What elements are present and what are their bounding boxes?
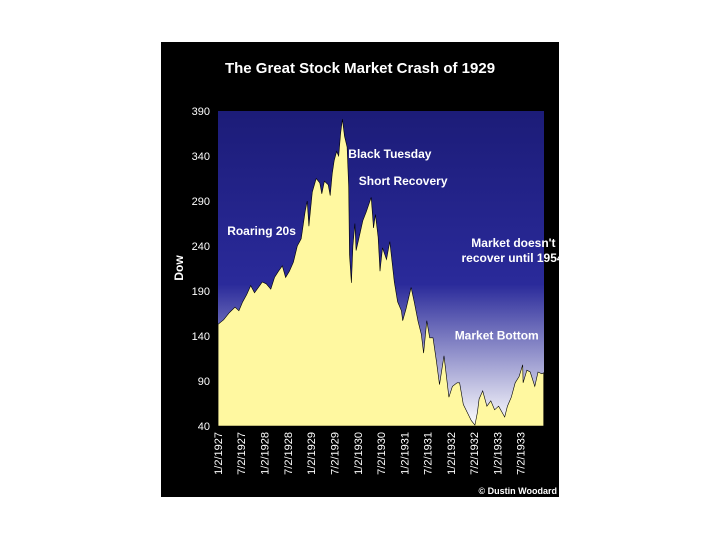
x-tick-label: 1/2/1929 bbox=[306, 432, 318, 475]
credit-text: © Dustin Woodard bbox=[479, 486, 557, 496]
x-tick-label: 1/2/1927 bbox=[213, 432, 225, 475]
x-tick-label: 7/2/1930 bbox=[376, 432, 388, 475]
x-axis-ticks: 1/2/1927 7/2/1927 1/2/1928 7/2/1928 1/2/1929… bbox=[213, 432, 528, 475]
annotation-label: Short Recovery bbox=[359, 174, 448, 188]
annotation-label: Market doesn't bbox=[471, 236, 555, 250]
annotation-label: Market Bottom bbox=[455, 329, 539, 343]
x-tick-label: 7/2/1933 bbox=[516, 432, 528, 475]
chart-title: The Great Stock Market Crash of 1929 bbox=[225, 60, 495, 77]
y-tick-label: 290 bbox=[192, 196, 210, 208]
chart-panel: The Great Stock Market Crash of 1929 40 9… bbox=[161, 42, 559, 497]
x-tick-label: 1/2/1930 bbox=[353, 432, 365, 475]
x-tick-label: 1/2/1932 bbox=[446, 432, 458, 475]
x-tick-label: 1/2/1931 bbox=[399, 432, 411, 475]
annotations: Roaring 20s Black Tuesday Short Recovery Ma… bbox=[227, 147, 559, 343]
y-tick-label: 40 bbox=[198, 421, 210, 433]
x-tick-label: 7/2/1931 bbox=[422, 432, 434, 475]
y-axis-ticks: 40 90 140 190 240 290 340 390 bbox=[192, 106, 210, 433]
x-tick-label: 7/2/1928 bbox=[283, 432, 295, 475]
x-tick-label: 1/2/1928 bbox=[260, 432, 272, 475]
y-tick-label: 390 bbox=[192, 106, 210, 118]
annotation-label: Black Tuesday bbox=[348, 147, 431, 161]
y-tick-label: 140 bbox=[192, 331, 210, 343]
x-tick-label: 7/2/1932 bbox=[469, 432, 481, 475]
y-tick-label: 240 bbox=[192, 241, 210, 253]
y-axis-label: Dow bbox=[172, 255, 186, 281]
annotation-label: Roaring 20s bbox=[227, 224, 296, 238]
y-tick-label: 90 bbox=[198, 376, 210, 388]
x-tick-label: 7/2/1929 bbox=[329, 432, 341, 475]
chart-svg: The Great Stock Market Crash of 1929 40 9… bbox=[172, 60, 559, 496]
dow-area bbox=[217, 119, 544, 427]
x-tick-label: 1/2/1933 bbox=[493, 432, 505, 475]
y-tick-label: 340 bbox=[192, 151, 210, 163]
y-tick-label: 190 bbox=[192, 286, 210, 298]
annotation-label: recover until 1954 bbox=[462, 251, 560, 265]
x-tick-label: 7/2/1927 bbox=[236, 432, 248, 475]
